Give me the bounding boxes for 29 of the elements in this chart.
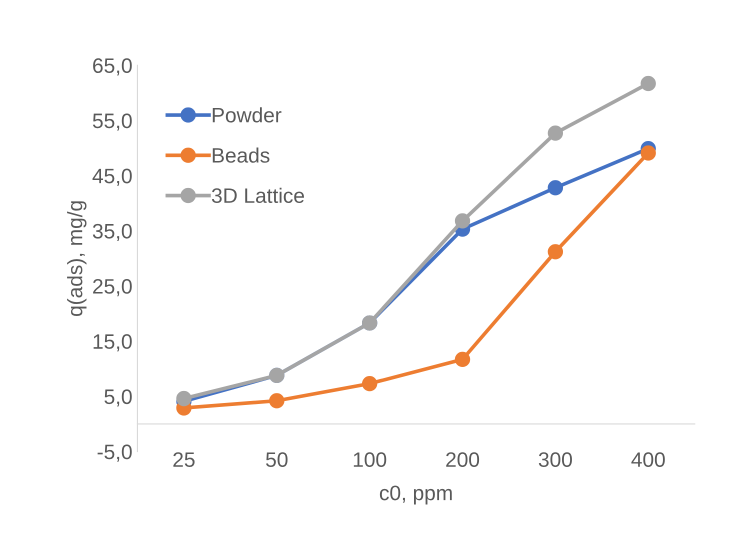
y-tick-label: 55,0 [92, 113, 132, 131]
x-tick-label: 300 [538, 452, 572, 468]
legend-label: 3D Lattice [212, 188, 304, 204]
point [176, 390, 192, 406]
point [269, 393, 284, 408]
y-tick-label: 25,0 [93, 278, 132, 296]
x-axis-title: c0, ppm [380, 486, 452, 504]
y-tick-label: 5,0 [104, 389, 132, 407]
point [548, 126, 564, 141]
point [548, 180, 564, 196]
point [454, 213, 470, 229]
x-tick-label: 400 [631, 452, 665, 468]
y-tick-label: 35,0 [92, 224, 132, 242]
x-tick-label: 200 [446, 452, 480, 468]
x-tick-label: 100 [354, 452, 386, 468]
y-tick-label: -5,0 [98, 444, 132, 462]
point [362, 376, 378, 392]
point [548, 244, 564, 260]
point [454, 352, 470, 368]
y-tick-label: 65,0 [93, 58, 132, 76]
point [640, 145, 656, 161]
x-tick-label: 25 [173, 452, 195, 468]
point [640, 76, 656, 92]
x-tick-label: 50 [266, 452, 288, 468]
y-axis-title: q(ads), mg/g [67, 201, 86, 316]
y-tick-label: 15,0 [94, 334, 132, 352]
y-tick-label: 45,0 [92, 168, 132, 186]
legend-label: Powder [212, 107, 282, 123]
legend-label: Beads [212, 147, 270, 163]
